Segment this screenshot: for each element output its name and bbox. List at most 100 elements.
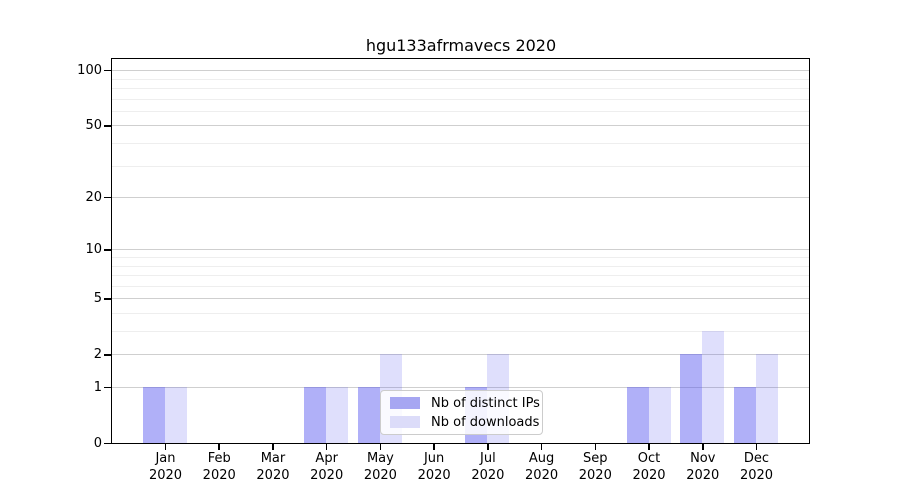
x-tick-mark xyxy=(540,443,543,450)
x-tick-label-nov: Nov 2020 xyxy=(658,450,748,484)
month-name: Sep xyxy=(583,451,608,466)
month-name: Aug xyxy=(528,451,555,466)
minor-gridline xyxy=(112,275,809,277)
minor-gridline xyxy=(112,143,809,145)
x-tick-label-oct: Oct 2020 xyxy=(604,450,694,484)
minor-gridline xyxy=(112,265,809,267)
x-tick-label-feb: Feb 2020 xyxy=(174,450,264,484)
x-tick-label-dec: Dec 2020 xyxy=(711,450,801,484)
x-tick-mark xyxy=(379,443,382,450)
legend: Nb of distinct IPs Nb of downloads xyxy=(380,390,543,435)
major-gridline xyxy=(112,298,809,300)
bar-downloads-oct xyxy=(648,387,671,443)
minor-gridline xyxy=(112,98,809,100)
bar-downloads-apr xyxy=(326,387,349,443)
minor-gridline xyxy=(112,331,809,333)
minor-gridline xyxy=(112,312,809,314)
y-tick-mark xyxy=(104,69,111,72)
legend-entry-downloads: Nb of downloads xyxy=(390,415,539,430)
x-tick-label-aug: Aug 2020 xyxy=(497,450,587,484)
month-name: Feb xyxy=(207,451,231,466)
y-tick-label: 0 xyxy=(93,435,102,451)
x-tick-label-jan: Jan 2020 xyxy=(121,450,211,484)
x-tick-mark xyxy=(433,443,435,450)
month-year: 2020 xyxy=(310,468,344,483)
x-tick-label-jun: Jun 2020 xyxy=(389,450,479,484)
x-tick-label-sep: Sep 2020 xyxy=(550,450,640,484)
month-year: 2020 xyxy=(363,468,397,483)
legend-swatch-distinct-ips xyxy=(390,397,420,409)
bar-ips-apr xyxy=(304,387,327,443)
y-tick-label: 1 xyxy=(93,379,102,395)
y-tick-mark xyxy=(104,354,111,356)
major-gridline xyxy=(112,197,809,199)
minor-gridline xyxy=(112,257,809,258)
minor-gridline xyxy=(112,165,809,167)
x-tick-mark xyxy=(487,443,489,450)
month-year: 2020 xyxy=(148,468,183,483)
bar-ips-dec xyxy=(733,387,756,443)
y-tick-label: 20 xyxy=(85,189,102,205)
major-gridline xyxy=(112,249,809,251)
bar-ips-jan xyxy=(143,387,165,443)
x-tick-label-jul: Jul 2020 xyxy=(443,450,533,484)
y-tick-label: 10 xyxy=(85,241,102,257)
x-tick-mark xyxy=(272,443,274,450)
y-tick-label: 5 xyxy=(93,290,102,306)
month-year: 2020 xyxy=(525,468,559,483)
bar-downloads-nov xyxy=(702,331,725,443)
y-tick-label: 50 xyxy=(85,117,102,133)
month-name: Nov xyxy=(690,451,716,466)
x-tick-label-may: May 2020 xyxy=(335,450,425,484)
major-gridline xyxy=(112,70,809,72)
x-tick-label-apr: Apr 2020 xyxy=(282,450,372,484)
bar-downloads-dec xyxy=(755,354,778,443)
y-tick-mark xyxy=(104,125,111,127)
minor-gridline xyxy=(112,78,809,80)
x-tick-mark xyxy=(325,443,328,450)
major-gridline xyxy=(112,125,809,127)
minor-gridline xyxy=(112,110,809,112)
chart-title: hgu133afrmavecs 2020 xyxy=(365,36,557,55)
y-tick-mark xyxy=(104,249,111,251)
y-tick-mark xyxy=(104,442,111,445)
y-tick-mark xyxy=(104,386,111,389)
month-year: 2020 xyxy=(739,468,774,483)
y-tick-mark xyxy=(104,298,111,300)
legend-label-downloads: Nb of downloads xyxy=(431,414,540,430)
month-year: 2020 xyxy=(471,468,505,483)
bar-ips-may xyxy=(357,387,380,443)
month-name: Jan xyxy=(155,451,176,466)
x-tick-mark xyxy=(594,443,597,450)
bar-downloads-jan xyxy=(165,387,187,443)
month-name: May xyxy=(366,451,394,466)
month-name: Jul xyxy=(480,451,496,466)
minor-gridline xyxy=(112,285,809,287)
x-tick-mark xyxy=(164,443,167,450)
month-year: 2020 xyxy=(578,468,612,483)
month-year: 2020 xyxy=(417,468,451,483)
plot-area: Nb of distinct IPs Nb of downloads xyxy=(111,58,810,444)
month-name: Jun xyxy=(423,451,445,466)
major-gridline xyxy=(112,354,809,356)
month-year: 2020 xyxy=(632,468,666,483)
legend-label-distinct-ips: Nb of distinct IPs xyxy=(431,395,540,411)
month-year: 2020 xyxy=(686,468,720,483)
month-year: 2020 xyxy=(256,468,290,483)
month-name: Apr xyxy=(315,451,338,466)
month-name: Dec xyxy=(743,451,770,466)
major-gridline xyxy=(112,387,809,388)
x-tick-label-mar: Mar 2020 xyxy=(228,450,318,484)
x-tick-mark xyxy=(648,443,650,450)
legend-entry-distinct-ips: Nb of distinct IPs xyxy=(390,396,540,411)
bar-ips-nov xyxy=(680,354,703,443)
bar-ips-oct xyxy=(626,387,649,443)
x-tick-mark xyxy=(218,443,220,450)
x-tick-mark xyxy=(702,443,704,450)
y-tick-mark xyxy=(104,196,111,199)
x-tick-mark xyxy=(755,443,758,450)
minor-gridline xyxy=(112,88,809,90)
y-tick-label: 2 xyxy=(93,346,102,362)
month-name: Mar xyxy=(260,451,286,466)
